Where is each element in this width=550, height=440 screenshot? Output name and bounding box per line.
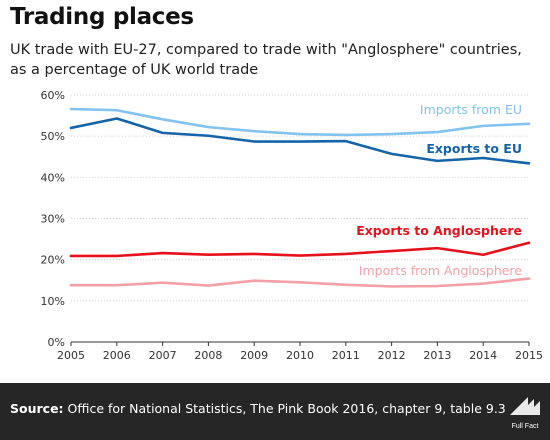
x-tick-label: 2006	[103, 349, 131, 362]
series-labels: Imports from EU Exports to EU Exports to A…	[356, 102, 522, 278]
series-label: Imports from Anglosphere	[359, 263, 522, 278]
x-tick-label: 2011	[332, 349, 360, 362]
source-label: Source:	[10, 401, 64, 416]
source-text: Office for National Statistics, The Pink…	[67, 401, 506, 416]
grid-lines	[71, 94, 529, 343]
footer: Source: Office for National Statistics, …	[0, 383, 550, 440]
y-tick-label: 0%	[48, 336, 65, 349]
x-tick-label: 2014	[469, 349, 497, 362]
series-line-exports-to-eu	[69, 117, 531, 165]
y-tick-label: 30%	[41, 213, 65, 226]
y-tick-label: 50%	[41, 130, 65, 143]
series-label: Exports to EU	[426, 141, 522, 156]
chart-subtitle: UK trade with EU-27, compared to trade w…	[10, 42, 522, 78]
series-line-imports-from-anglosphere	[69, 277, 531, 288]
series-line-exports-to-anglosphere	[69, 241, 531, 258]
x-tick-label: 2012	[378, 349, 406, 362]
y-tick-label: 20%	[41, 254, 65, 267]
x-tick-label: 2007	[149, 349, 177, 362]
y-tick-label: 40%	[41, 171, 65, 184]
y-axis-ticks: 0% 10% 20% 30% 40% 50% 60%	[41, 89, 65, 349]
x-tick-label: 2005	[57, 349, 85, 362]
x-tick-label: 2013	[423, 349, 451, 362]
y-tick-label: 60%	[41, 89, 65, 102]
chart-title: Trading places	[10, 4, 194, 30]
x-tick-label: 2015	[515, 349, 543, 362]
logo-text: Full Fact	[512, 423, 539, 430]
series-line-imports-from-eu	[69, 107, 531, 137]
full-fact-logo: Full Fact	[510, 397, 540, 430]
series-lines	[69, 107, 531, 288]
x-tick-label: 2010	[286, 349, 314, 362]
x-axis-ticks: 2005 2006 2007 2008 2009 2010 2011 2012 2013 2014…	[57, 342, 543, 362]
x-tick-label: 2008	[194, 349, 222, 362]
source-note: Source: Office for National Statistics, …	[10, 401, 506, 416]
series-label: Imports from EU	[420, 102, 522, 117]
x-tick-label: 2009	[240, 349, 268, 362]
series-label: Exports to Anglosphere	[356, 223, 522, 238]
line-chart: 0%10%20%30%40%50%60% 2005 2006 2007 2008 200…	[41, 89, 543, 362]
y-tick-label: 10%	[41, 295, 65, 308]
